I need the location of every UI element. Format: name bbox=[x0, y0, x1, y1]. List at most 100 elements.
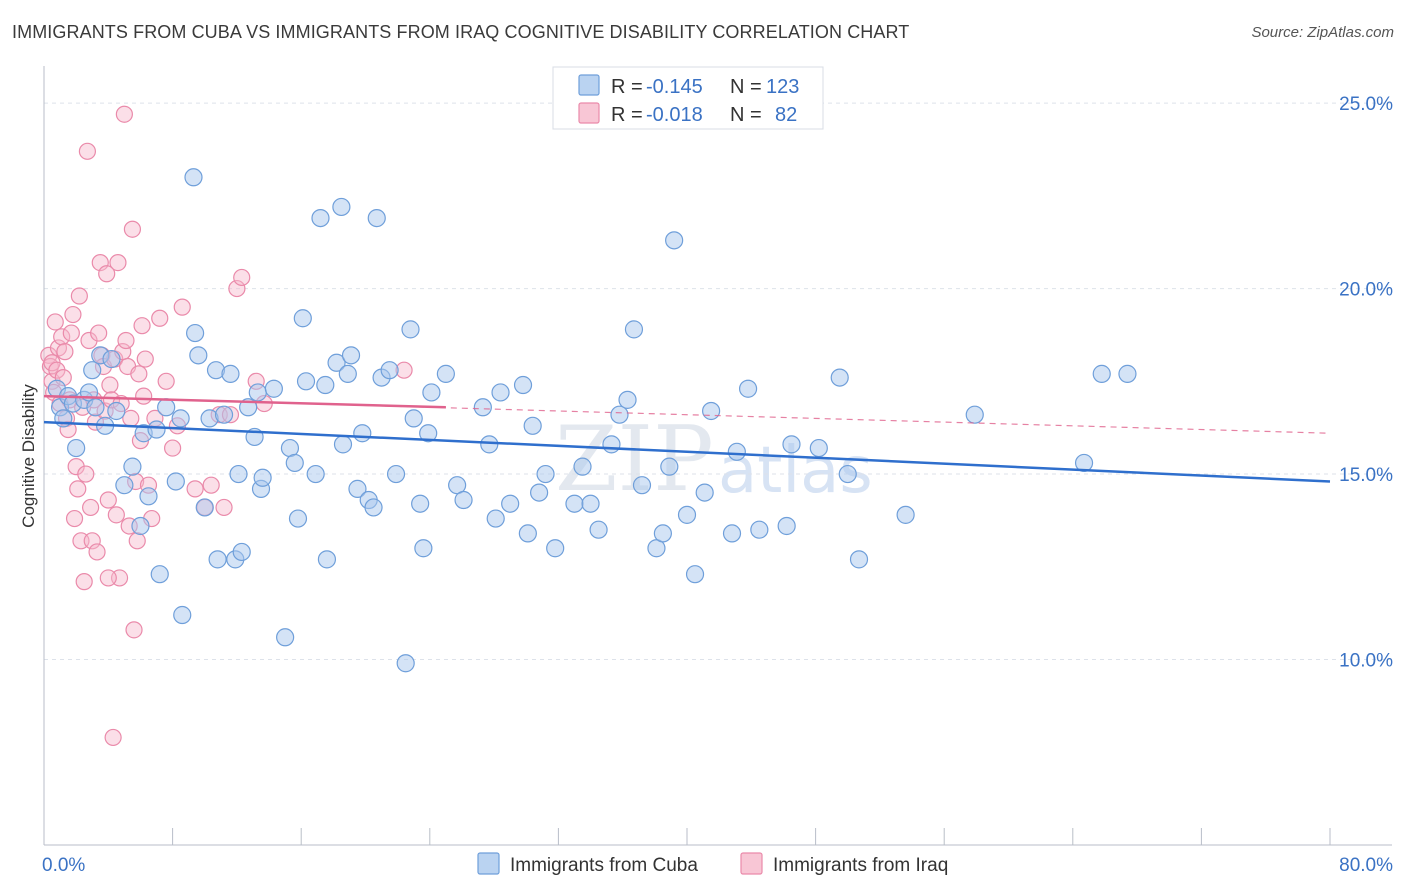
cuba-point bbox=[830, 368, 849, 387]
cuba-point bbox=[367, 208, 386, 228]
legend-r-label-iraq: R = bbox=[611, 104, 643, 126]
cuba-point bbox=[501, 494, 520, 513]
iraq-point bbox=[62, 324, 80, 342]
legend-r-value-cuba: -0.145 bbox=[646, 76, 703, 98]
cuba-point bbox=[396, 654, 415, 673]
iraq-point bbox=[107, 506, 125, 524]
legend-r-value-iraq: -0.018 bbox=[646, 104, 703, 126]
cuba-point bbox=[419, 424, 438, 443]
cuba-point bbox=[782, 435, 801, 454]
chart-source: Source: ZipAtlas.com bbox=[1251, 24, 1394, 41]
cuba-point bbox=[722, 524, 742, 543]
iraq-point bbox=[215, 498, 233, 517]
iraq-point bbox=[173, 298, 191, 316]
cuba-point bbox=[849, 550, 869, 569]
cuba-point bbox=[777, 516, 796, 536]
cuba-point bbox=[221, 364, 240, 383]
iraq-point bbox=[135, 387, 153, 405]
cuba-point bbox=[1118, 364, 1137, 383]
cuba-point bbox=[660, 457, 679, 476]
cuba-point bbox=[738, 379, 758, 398]
cuba-point bbox=[518, 524, 537, 543]
cuba-point bbox=[327, 353, 346, 372]
cuba-point bbox=[208, 550, 227, 569]
iraq-point bbox=[56, 343, 74, 361]
iraq-point bbox=[101, 376, 119, 394]
cuba-point bbox=[306, 464, 325, 484]
trend-lines bbox=[43, 394, 1331, 483]
cuba-point bbox=[610, 405, 629, 424]
iraq-point bbox=[202, 476, 220, 494]
iraq-point bbox=[109, 254, 127, 272]
cuba-point bbox=[364, 498, 383, 517]
cuba-point bbox=[173, 605, 192, 625]
cuba-point bbox=[311, 208, 330, 228]
cuba-point bbox=[530, 483, 549, 502]
cuba-point bbox=[147, 420, 166, 439]
cuba-point bbox=[296, 372, 316, 391]
cuba-trend-line bbox=[43, 420, 1331, 483]
y-tick-label: 20.0% bbox=[1339, 280, 1393, 301]
grid-lines bbox=[44, 102, 1392, 661]
axes bbox=[43, 66, 1392, 846]
cuba-point bbox=[86, 398, 105, 417]
y-tick-labels: 10.0% 15.0% 20.0% 25.0% bbox=[1339, 94, 1393, 671]
iraq-point bbox=[233, 268, 251, 287]
cuba-point bbox=[1092, 364, 1111, 383]
iraq-point bbox=[46, 313, 64, 331]
iraq-point bbox=[125, 621, 143, 639]
chart-title: IMMIGRANTS FROM CUBA VS IMMIGRANTS FROM … bbox=[12, 22, 910, 42]
cuba-point bbox=[602, 435, 621, 454]
iraq-point bbox=[99, 491, 117, 509]
legend-n-label-iraq: N = bbox=[730, 104, 762, 126]
cuba-point bbox=[332, 197, 351, 217]
cuba-point bbox=[624, 320, 644, 339]
cuba-point bbox=[189, 346, 208, 365]
x-tick-label: 80.0% bbox=[1339, 855, 1393, 876]
iraq-point bbox=[136, 350, 154, 368]
cuba-point bbox=[573, 457, 592, 476]
iraq-point bbox=[70, 287, 88, 305]
cuba-point bbox=[809, 438, 828, 458]
iraq-point bbox=[117, 331, 135, 350]
cuba-point bbox=[317, 550, 337, 569]
cuba-point bbox=[685, 565, 705, 584]
iraq-point bbox=[104, 728, 122, 747]
cuba-point bbox=[353, 424, 372, 443]
cuba-point bbox=[139, 487, 158, 506]
top-legend: R = -0.145 N = 123 R = -0.018 N = 82 bbox=[552, 66, 824, 130]
legend-r-label-cuba: R = bbox=[611, 76, 643, 98]
y-axis-label: Cognitive Disability bbox=[19, 384, 38, 528]
cuba-point bbox=[677, 505, 697, 524]
cuba-point bbox=[229, 464, 248, 484]
cuba-point bbox=[665, 231, 684, 250]
cuba-point bbox=[436, 364, 455, 383]
y-tick-label: 25.0% bbox=[1339, 94, 1393, 115]
legend-n-value-cuba: 123 bbox=[766, 76, 799, 98]
cuba-point bbox=[150, 565, 169, 584]
cuba-point bbox=[965, 405, 984, 424]
cuba-point bbox=[338, 364, 357, 383]
iraq-point bbox=[75, 573, 93, 591]
watermark: ZIP atlas bbox=[555, 407, 873, 512]
cuba-point bbox=[232, 542, 251, 562]
cuba-point bbox=[486, 509, 505, 528]
legend-n-label-cuba: N = bbox=[730, 76, 762, 98]
cuba-point bbox=[404, 409, 423, 428]
cuba-point bbox=[248, 383, 267, 402]
cuba-point bbox=[695, 483, 714, 502]
cuba-point bbox=[341, 346, 361, 365]
cuba-point bbox=[513, 375, 533, 395]
iraq-point bbox=[90, 324, 108, 342]
cuba-point bbox=[1074, 453, 1094, 473]
iraq-point bbox=[164, 439, 182, 457]
iraq-point bbox=[186, 480, 204, 498]
cuba-point bbox=[589, 520, 608, 539]
iraq-point bbox=[130, 365, 148, 383]
cuba-point bbox=[454, 490, 473, 510]
cuba-point bbox=[184, 168, 203, 187]
iraq-point bbox=[157, 372, 175, 390]
cuba-point bbox=[653, 524, 672, 543]
cuba-point bbox=[523, 416, 542, 435]
